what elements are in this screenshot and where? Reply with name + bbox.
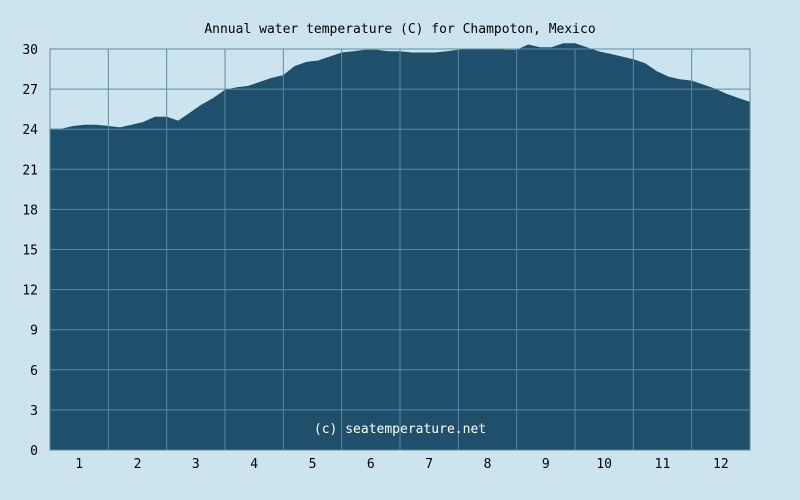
y-tick-label: 3 (30, 404, 38, 419)
y-tick-label: 30 (22, 43, 38, 58)
chart-title: Annual water temperature (C) for Champot… (204, 22, 595, 37)
x-tick-label: 2 (134, 457, 142, 472)
y-tick-label: 18 (22, 203, 38, 218)
x-tick-label: 12 (713, 457, 729, 472)
y-tick-label: 15 (22, 244, 38, 259)
x-tick-label: 1 (75, 457, 83, 472)
plot-area (49, 43, 751, 451)
x-tick-label: 4 (250, 457, 258, 472)
x-tick-label: 11 (655, 457, 671, 472)
x-tick-label: 7 (425, 457, 433, 472)
x-tick-label: 5 (309, 457, 317, 472)
x-tick-label: 6 (367, 457, 375, 472)
x-tick-label: 10 (596, 457, 612, 472)
x-axis: 1 2 3 4 5 6 7 8 9 10 11 12 (75, 457, 728, 472)
y-tick-label: 24 (22, 123, 38, 138)
plot-border (49, 48, 751, 451)
y-tick-label: 21 (22, 163, 38, 178)
x-tick-label: 3 (192, 457, 200, 472)
chart-credit: (c) seatemperature.net (314, 422, 486, 437)
x-tick-label: 9 (542, 457, 550, 472)
y-tick-label: 27 (22, 83, 38, 98)
y-tick-label: 12 (22, 284, 38, 299)
x-tick-label: 8 (484, 457, 492, 472)
y-tick-label: 9 (30, 324, 38, 339)
y-axis: 0 3 6 9 12 15 18 21 24 27 30 (22, 43, 38, 459)
y-tick-label: 6 (30, 364, 38, 379)
y-tick-label: 0 (30, 444, 38, 459)
